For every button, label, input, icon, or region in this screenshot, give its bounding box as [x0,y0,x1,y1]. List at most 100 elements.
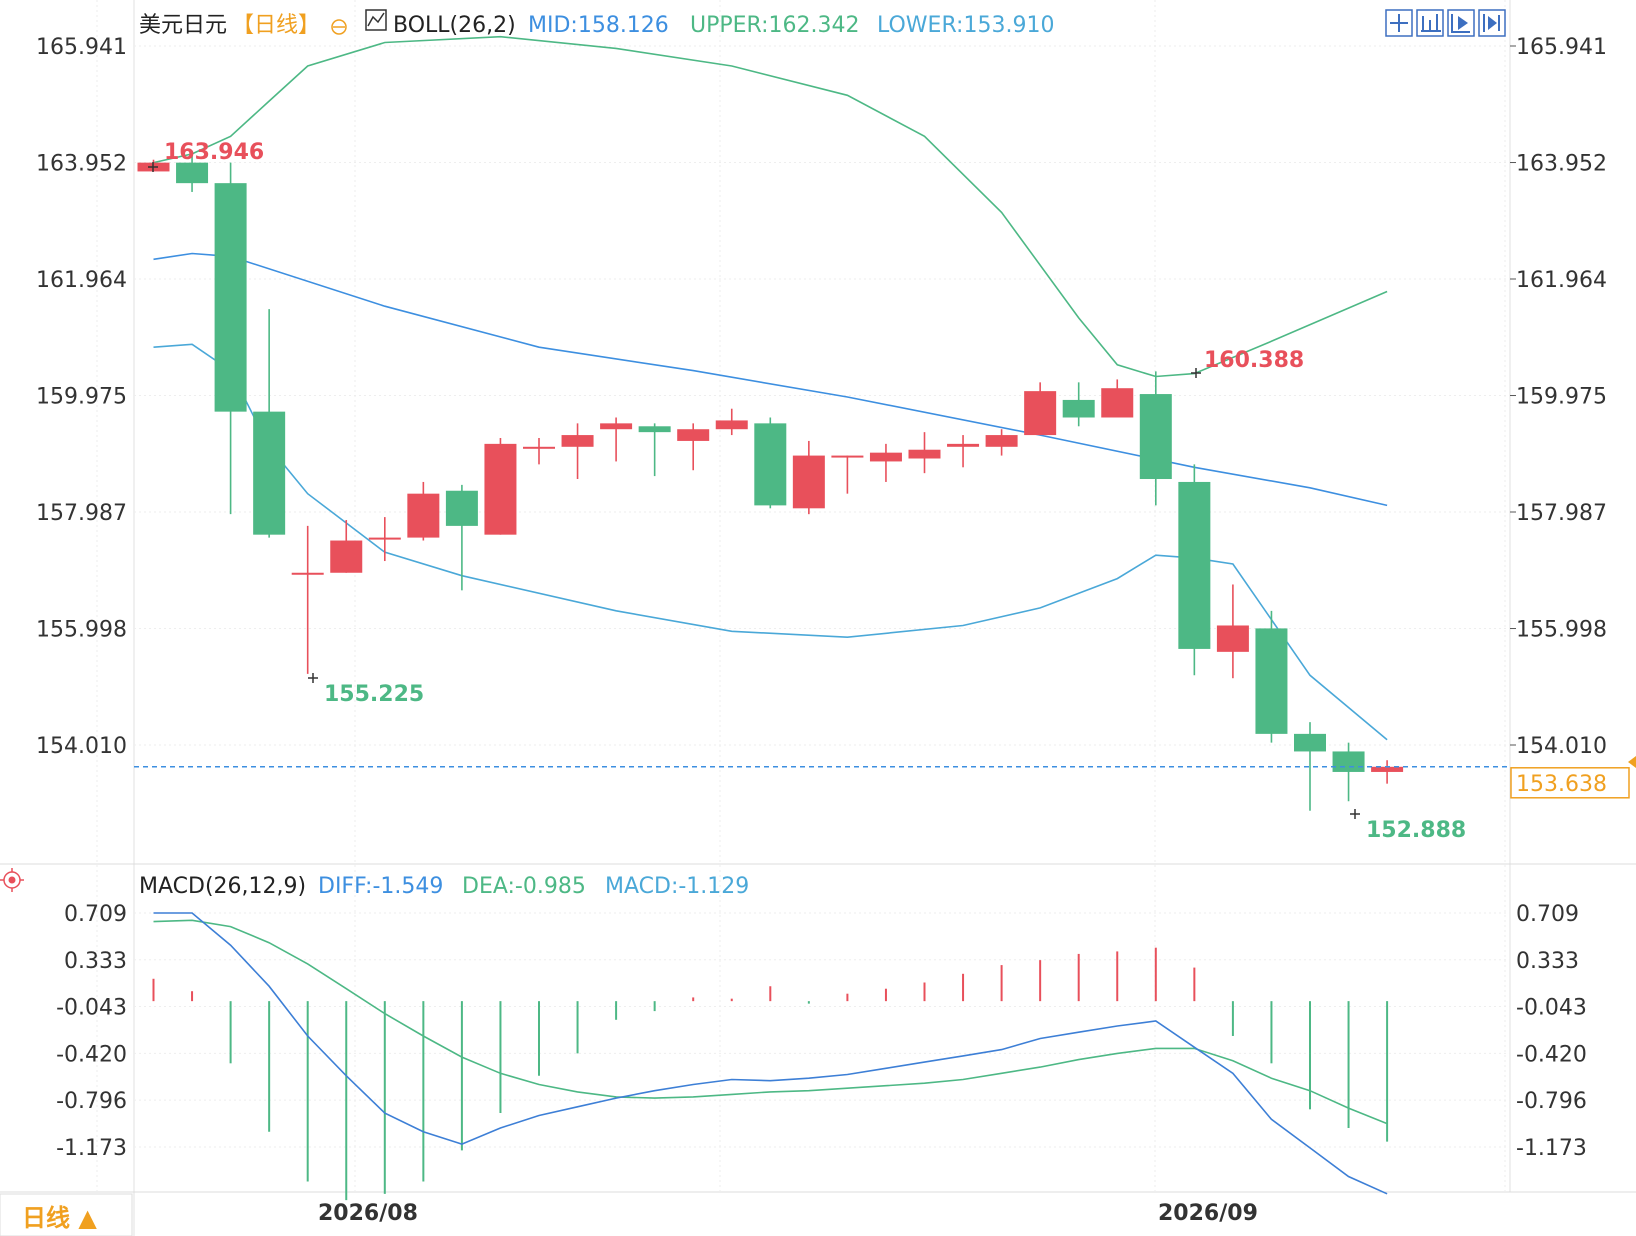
candle-body [561,435,594,447]
macd-diff-line [153,912,1388,1195]
macd-tick-label: 0.709 [64,902,127,927]
play-icon[interactable] [1447,9,1475,37]
price-tick-label: 154.010 [36,734,127,759]
macd-dea-value: DEA:-0.985 [462,874,586,899]
candle-body [638,426,671,433]
macd-name: MACD(26,12,9) [139,874,306,899]
period-selector-button[interactable] [0,1193,133,1236]
current-price-tag [1510,767,1630,799]
candle-body [1255,628,1288,734]
candle-body [214,183,247,412]
macd-tick-label: -0.043 [56,996,127,1021]
price-tick-label: 157.987 [36,501,127,526]
candle-body [754,423,787,506]
bar-chart-icon[interactable] [1416,9,1444,37]
time-label-aug: 2026/08 [318,1201,418,1226]
candle [1216,584,1249,679]
candle-body [330,540,363,573]
candle [1294,722,1326,811]
candle [792,440,825,515]
candle-body [253,411,286,535]
macd-tick-label: -0.420 [1516,1042,1587,1067]
macd-lines [153,912,1388,1195]
candle-body [1024,391,1057,436]
candle-body [792,455,825,509]
candle [214,162,247,515]
macd-tick-label: -1.173 [1516,1136,1587,1161]
candle-body [368,537,401,540]
candle [561,423,594,480]
macd-tick-label: 0.333 [64,949,127,974]
price-axis-left: 165.941 163.952 161.964 159.975 157.987 155.9… [36,35,127,759]
annotation-high-1-label: 163.946 [164,140,264,165]
annotation-high-2: 160.388 [1191,348,1304,378]
candle-body [1371,766,1404,772]
macd-tick-label: -1.173 [56,1136,127,1161]
price-tick-label: 165.941 [1516,35,1607,60]
candle [600,417,633,462]
candle-body [715,420,748,430]
candle-body [445,490,478,526]
candle [947,435,980,468]
macd-tick-label: 0.333 [1516,949,1579,974]
candle [715,408,748,436]
time-label-sep: 2026/09 [1158,1201,1258,1226]
settings-icon[interactable] [331,19,347,35]
candle-body [985,435,1018,447]
boll-upper-line [153,35,1388,378]
period-tag: 【日线】 [232,13,320,38]
candle-body [1101,388,1134,418]
price-tick-label: 161.964 [1516,268,1607,293]
skip-forward-icon[interactable] [1478,9,1506,37]
macd-tick-label: 0.709 [1516,902,1579,927]
candle-body [1062,399,1095,418]
current-price-label: 153.638 [1516,772,1607,797]
macd-dea-line [153,919,1388,1125]
candlesticks [137,153,1404,811]
candle [484,438,517,535]
macd-tick-label: -0.796 [56,1089,127,1114]
candle-body [484,443,517,535]
candle [523,438,555,465]
indicator-chart-icon[interactable] [365,9,387,31]
macd-tick-label: -0.420 [56,1042,127,1067]
candle [1178,464,1211,676]
price-axis-right: 165.941 163.952 161.964 159.975 157.987 155.9… [1510,35,1607,759]
candle [1139,371,1172,506]
candle [908,432,941,474]
price-tick-label: 163.952 [36,152,127,177]
annotation-low-2: 152.888 [1350,809,1466,843]
candle-body [407,493,440,538]
macd-diff-value: DIFF:-1.549 [318,874,443,899]
price-tick-label: 157.987 [1516,501,1607,526]
price-tick-label: 155.998 [36,618,127,643]
candle-body [291,572,324,575]
candle [869,443,902,482]
price-tag-arrow [1628,756,1636,768]
boll-mid-value: MID:158.126 [528,13,669,38]
candle [1255,610,1288,743]
candle [291,525,324,674]
candle-body [523,446,555,449]
candle [1062,382,1095,427]
price-tick-label: 159.975 [36,385,127,410]
boll-upper-value: UPPER:162.342 [690,13,860,38]
macd-target-icon[interactable] [0,868,24,892]
candle [1371,760,1404,784]
candle [368,517,401,562]
candle [407,481,440,541]
candle-body [1216,625,1249,652]
candle [754,417,787,509]
candle [1024,382,1057,436]
candle [638,423,671,477]
price-tick-label: 161.964 [36,268,127,293]
price-tick-label: 154.010 [1516,734,1607,759]
symbol-title: 美元日元 [139,13,227,38]
candle-body [1178,481,1211,649]
candle-body [677,429,710,441]
price-tick-label: 165.941 [36,35,127,60]
price-tick-label: 159.975 [1516,385,1607,410]
candle-body [869,452,902,462]
crosshair-icon[interactable] [1385,9,1413,37]
